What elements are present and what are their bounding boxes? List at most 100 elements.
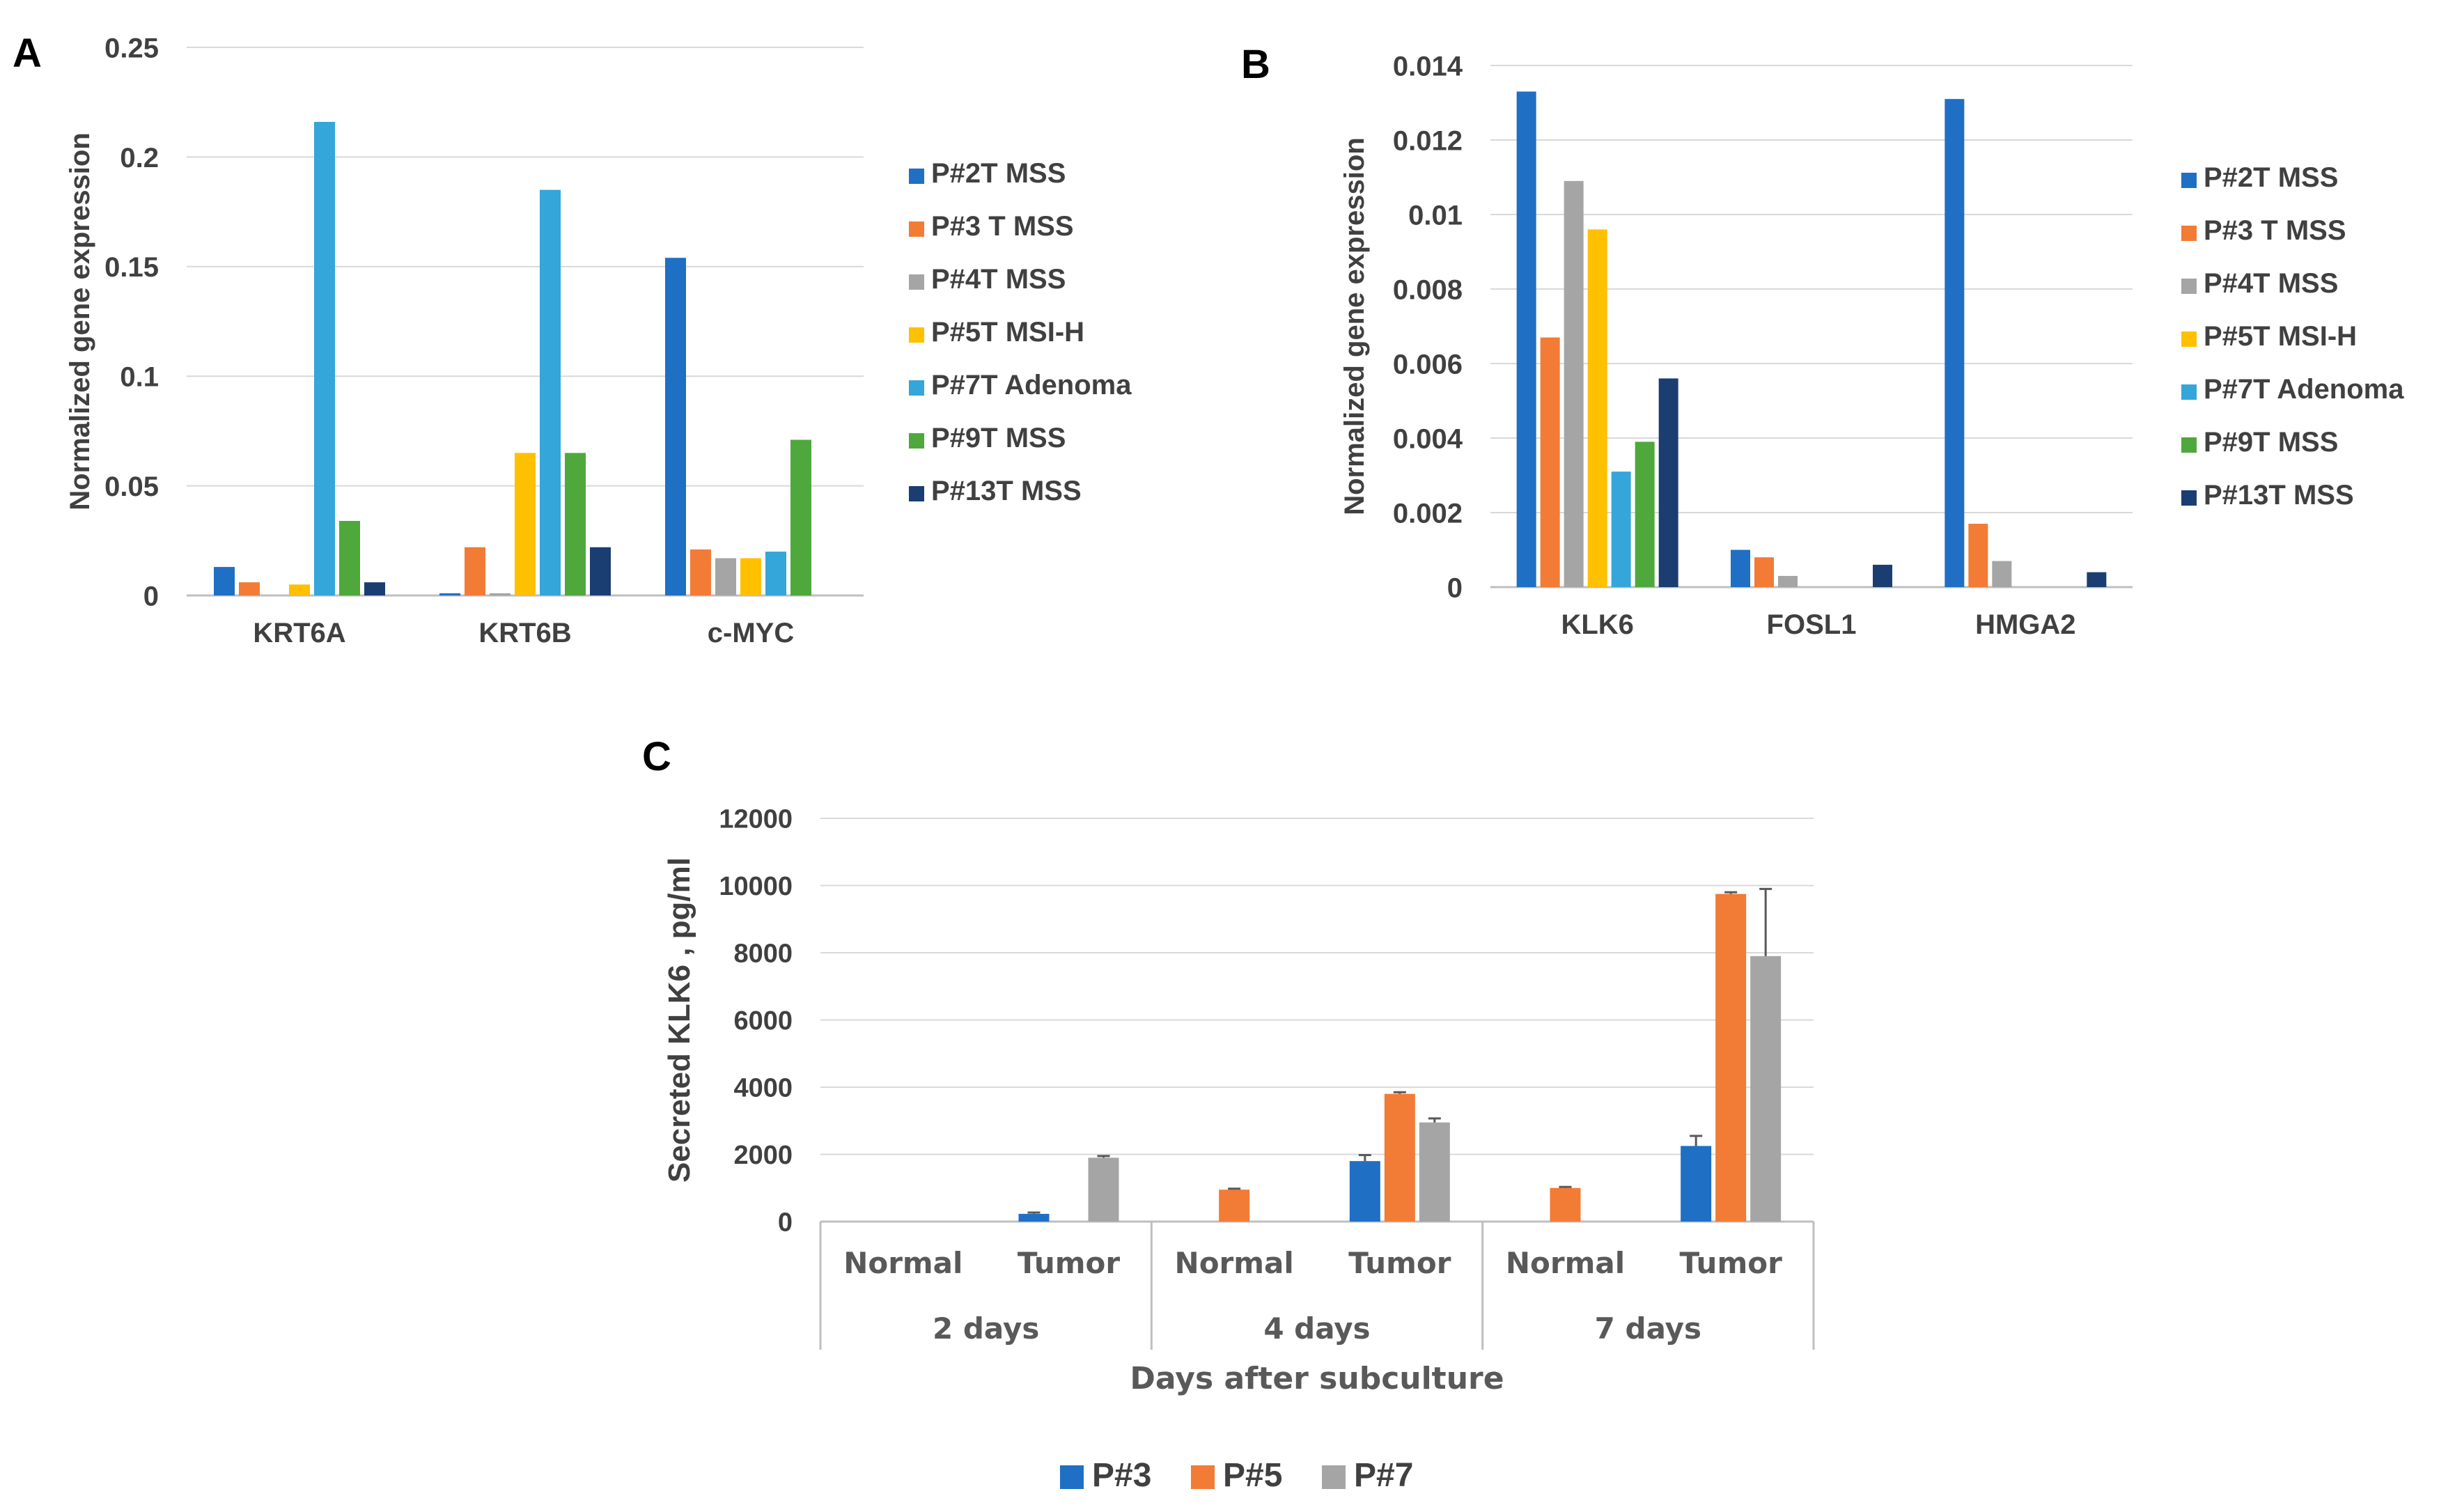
legend-label: P#5 <box>1223 1457 1282 1494</box>
legend-label: P#5T MSI-H <box>931 317 1084 348</box>
legend-swatch <box>2181 332 2197 347</box>
x-category-label: Tumor <box>1018 1246 1121 1280</box>
x-category-label: Normal <box>1175 1246 1294 1280</box>
y-tick-label: 0.008 <box>1393 274 1463 305</box>
chart-a: 0 0.05 0.1 0.15 0.2 0.25 Normalized gene expre… <box>65 33 1132 648</box>
bar <box>515 453 536 595</box>
bar <box>740 558 761 595</box>
bar <box>1088 1158 1119 1222</box>
legend-label: P#7 <box>1354 1457 1413 1494</box>
legend-label: P#9T MSS <box>931 423 1066 453</box>
legend-label: P#2T MSS <box>931 158 1066 189</box>
x-category-label: c-MYC <box>708 618 794 648</box>
bar <box>1715 894 1747 1222</box>
legend-swatch <box>909 433 924 449</box>
bar <box>364 582 385 595</box>
chart-c: 0 2000 4000 6000 8000 10000 12000 Secreted KLK6… <box>662 805 1815 1494</box>
x-group-label: 4 days <box>1263 1311 1370 1346</box>
y-tick-label: 0.1 <box>120 362 159 393</box>
legend-swatch <box>2181 490 2197 506</box>
x-axis-label: Days after subculture <box>1130 1361 1504 1396</box>
y-tick-label: 0 <box>1447 572 1463 603</box>
x-category-label: KLK6 <box>1561 609 1633 640</box>
bar <box>1945 99 1965 587</box>
panel-b-label: B <box>1241 42 1270 87</box>
legend-label: P#4T MSS <box>2204 268 2338 299</box>
panel-a-label: A <box>13 31 42 76</box>
y-tick-label: 2000 <box>733 1141 793 1170</box>
legend-swatch <box>909 221 924 237</box>
chart-b: 0 0.002 0.004 0.006 0.008 0.01 0.012 0.014 Norma… <box>1339 51 2404 640</box>
y-tick-label: 6000 <box>733 1006 793 1036</box>
legend-label: P#13T MSS <box>2204 480 2354 511</box>
bar <box>289 584 310 595</box>
bar <box>1681 1146 1712 1222</box>
y-tick-label: 0 <box>778 1208 793 1238</box>
bar <box>590 547 611 595</box>
x-group-label: 2 days <box>933 1311 1039 1346</box>
bar <box>765 552 786 595</box>
legend-label: P#2T MSS <box>2204 162 2338 193</box>
y-tick-label: 0.05 <box>104 471 159 502</box>
bar <box>465 547 485 595</box>
legend-swatch <box>2181 437 2197 453</box>
bar <box>1635 442 1655 587</box>
bar <box>565 453 586 595</box>
bar <box>1349 1161 1380 1222</box>
y-tick-label: 0.002 <box>1393 498 1463 529</box>
y-tick-label: 10000 <box>719 872 793 901</box>
bar <box>1658 378 1678 587</box>
bar <box>1550 1187 1581 1222</box>
legend-swatch <box>909 380 924 396</box>
bar <box>665 258 686 595</box>
legend-swatch <box>2181 173 2197 188</box>
legend-swatch <box>1322 1465 1346 1489</box>
bar <box>1873 564 1892 587</box>
legend-label: P#3 T MSS <box>931 211 1074 242</box>
x-group-label: 7 days <box>1595 1311 1701 1346</box>
y-axis-label: Normalized gene expression <box>1339 137 1370 515</box>
bar <box>690 549 711 595</box>
bar <box>439 593 460 595</box>
y-tick-label: 0.2 <box>120 143 159 173</box>
legend-label: P#3 T MSS <box>2204 215 2346 246</box>
bar <box>239 582 260 595</box>
bar <box>2087 572 2107 587</box>
legend-label: P#7T Adenoma <box>2204 374 2404 405</box>
y-tick-label: 8000 <box>733 940 793 969</box>
bar <box>1384 1093 1415 1222</box>
legend-swatch <box>909 274 924 290</box>
bar <box>1754 557 1774 587</box>
legend-swatch <box>909 486 924 501</box>
legend-label: P#5T MSI-H <box>2204 321 2357 352</box>
x-category-label: KRT6B <box>478 618 571 648</box>
y-tick-label: 0 <box>143 581 159 611</box>
y-tick-label: 0.014 <box>1393 51 1463 81</box>
y-axis-label: Normalized gene expression <box>65 132 95 510</box>
bar <box>1516 91 1536 587</box>
x-category-label: HMGA2 <box>1975 609 2075 640</box>
bar <box>540 189 561 595</box>
bar <box>1419 1122 1450 1222</box>
bar <box>214 567 235 595</box>
y-tick-label: 4000 <box>733 1074 793 1103</box>
bar <box>1731 550 1750 587</box>
y-tick-label: 0.006 <box>1393 349 1463 380</box>
y-tick-label: 0.01 <box>1408 200 1463 231</box>
x-category-label: Normal <box>1506 1246 1625 1280</box>
bar <box>1219 1190 1250 1222</box>
y-tick-label: 0.15 <box>104 252 159 283</box>
bar <box>339 520 360 595</box>
y-axis-label: Secreted KLK6 , pg/ml <box>662 857 696 1183</box>
legend-label: P#3 <box>1092 1457 1151 1494</box>
x-category-label: Normal <box>843 1246 963 1280</box>
bar <box>1018 1213 1050 1222</box>
x-category-label: KRT6A <box>253 618 345 648</box>
legend-swatch <box>909 327 924 343</box>
y-tick-label: 0.012 <box>1393 125 1463 156</box>
bar <box>1750 956 1782 1222</box>
bar <box>1968 524 1988 587</box>
x-category-label: FOSL1 <box>1767 609 1857 640</box>
legend-label: P#9T MSS <box>2204 427 2338 458</box>
bar <box>314 122 335 596</box>
